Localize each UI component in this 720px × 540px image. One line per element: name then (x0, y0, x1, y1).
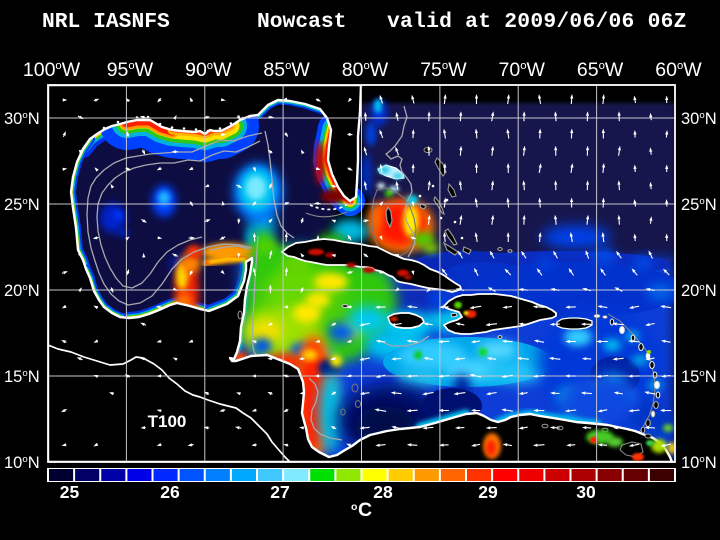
svg-text:15oN: 15oN (4, 368, 40, 386)
svg-text:15oN: 15oN (681, 368, 717, 386)
svg-text:85oW: 85oW (263, 59, 310, 81)
svg-text:30oN: 30oN (4, 110, 40, 128)
svg-text:28: 28 (373, 482, 393, 502)
svg-text:valid at 2009/06/06 06Z: valid at 2009/06/06 06Z (387, 10, 687, 34)
svg-text:30oN: 30oN (681, 110, 717, 128)
svg-text:29: 29 (478, 482, 498, 502)
svg-text:70oW: 70oW (498, 59, 545, 81)
svg-text:80oW: 80oW (342, 59, 389, 81)
svg-text:26: 26 (160, 482, 180, 502)
svg-text:60oW: 60oW (655, 59, 702, 81)
svg-text:65oW: 65oW (577, 59, 624, 81)
svg-text:NRL IASNFS: NRL IASNFS (42, 10, 170, 34)
svg-text:25: 25 (60, 482, 80, 502)
svg-text:10oN: 10oN (681, 454, 717, 472)
svg-text:25oN: 25oN (681, 196, 717, 214)
svg-text:30: 30 (576, 482, 596, 502)
svg-text:25oN: 25oN (4, 196, 40, 214)
svg-text:75oW: 75oW (420, 59, 467, 81)
svg-text:10oN: 10oN (4, 454, 40, 472)
svg-text:27: 27 (270, 482, 289, 502)
svg-text:20oN: 20oN (681, 282, 717, 300)
svg-text:100oW: 100oW (23, 59, 81, 81)
svg-text:T100: T100 (148, 412, 187, 431)
svg-text:95oW: 95oW (107, 59, 154, 81)
svg-text:o: o (351, 501, 357, 513)
svg-text:20oN: 20oN (4, 282, 40, 300)
svg-text:C: C (358, 499, 372, 521)
svg-text:90oW: 90oW (185, 59, 232, 81)
svg-text:Nowcast: Nowcast (257, 10, 346, 34)
